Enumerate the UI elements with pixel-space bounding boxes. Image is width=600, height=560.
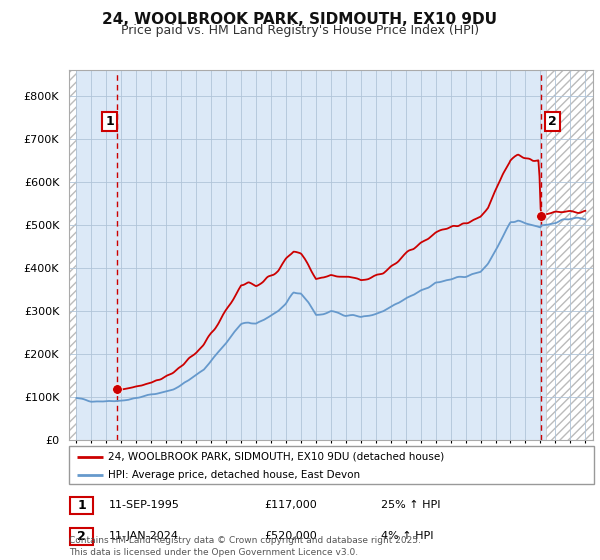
Text: 4% ↑ HPI: 4% ↑ HPI — [381, 531, 433, 542]
Text: HPI: Average price, detached house, East Devon: HPI: Average price, detached house, East… — [109, 470, 361, 480]
Text: 25% ↑ HPI: 25% ↑ HPI — [381, 500, 440, 510]
Text: 24, WOOLBROOK PARK, SIDMOUTH, EX10 9DU: 24, WOOLBROOK PARK, SIDMOUTH, EX10 9DU — [103, 12, 497, 27]
Text: 2: 2 — [77, 530, 86, 543]
Text: Contains HM Land Registry data © Crown copyright and database right 2025.
This d: Contains HM Land Registry data © Crown c… — [69, 536, 421, 557]
Text: 2: 2 — [548, 115, 557, 128]
Bar — [547, 70, 593, 440]
FancyBboxPatch shape — [69, 446, 594, 484]
Text: £520,000: £520,000 — [264, 531, 317, 542]
FancyBboxPatch shape — [70, 528, 93, 545]
Text: 24, WOOLBROOK PARK, SIDMOUTH, EX10 9DU (detached house): 24, WOOLBROOK PARK, SIDMOUTH, EX10 9DU (… — [109, 451, 445, 461]
Text: 1: 1 — [105, 115, 114, 128]
Text: 11-SEP-1995: 11-SEP-1995 — [109, 500, 180, 510]
Bar — [76, 70, 586, 440]
Text: 1: 1 — [77, 498, 86, 512]
Text: Price paid vs. HM Land Registry's House Price Index (HPI): Price paid vs. HM Land Registry's House … — [121, 24, 479, 36]
Text: £117,000: £117,000 — [264, 500, 317, 510]
FancyBboxPatch shape — [70, 497, 93, 514]
Text: 11-JAN-2024: 11-JAN-2024 — [109, 531, 179, 542]
Bar — [69, 70, 76, 440]
